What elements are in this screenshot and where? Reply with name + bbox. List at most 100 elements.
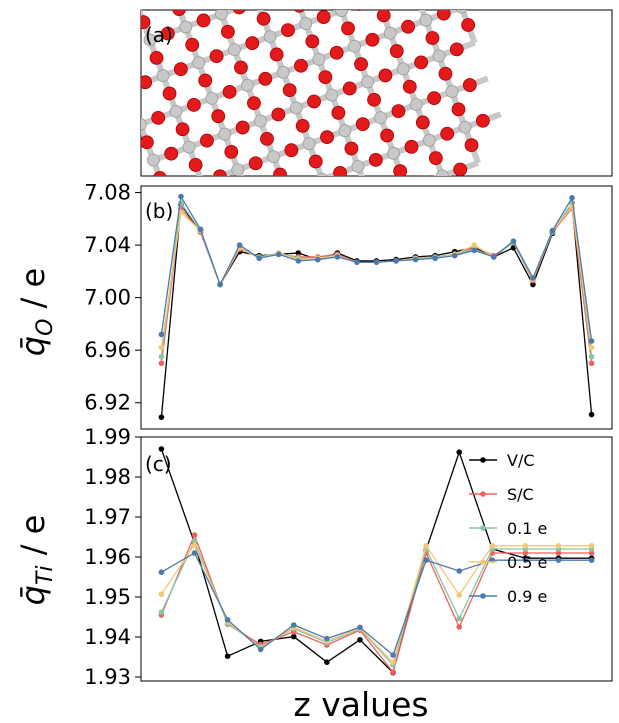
series-line [160,543,592,664]
y-tick-label: 1.96 [84,545,131,569]
data-point [588,411,595,418]
data-point [191,550,198,556]
bond [257,0,293,1]
titanium-atom [214,10,228,21]
data-point [522,543,529,549]
oxygen-atom [355,10,363,11]
titanium-atom [289,101,303,115]
data-point [158,609,165,615]
oxygen-atom [355,117,370,132]
oxygen-atom [316,10,331,24]
oxygen-atom [414,55,429,70]
y-tick-label: 7.08 [84,181,131,205]
legend-swatch-marker [480,525,486,531]
data-point [456,449,463,456]
data-point [471,242,478,248]
panel-c-y-ticks: 1.93 1.94 1.95 1.96 1.97 1.98 1.99 [84,425,141,689]
titanium-atom [179,20,193,34]
titanium-atom [371,0,383,4]
data-point [357,624,363,631]
series-line [161,552,592,657]
legend-entry: V/C [469,451,535,470]
data-point [158,331,165,338]
oxygen-atom [172,10,187,17]
oxygen-atom [401,19,415,34]
oxygen-atom [141,15,151,30]
oxygen-atom [427,91,442,105]
data-point [530,281,536,288]
oxygen-atom [475,113,490,128]
oxygen-atom [151,111,166,125]
data-point [390,669,396,675]
bond [141,117,144,125]
titanium-atom [419,13,433,27]
oxygen-atom [307,94,321,109]
oxygen-atom [391,104,406,119]
oxygen-atom [162,86,177,101]
data-point [290,622,297,628]
data-point [158,360,165,367]
titanium-atom [218,127,232,141]
oxygen-atom [428,151,443,166]
titanium-atom [251,0,263,7]
panel-b-y-ticks: 6.92 6.96 7.00 7.04 7.08 [84,181,141,415]
oxygen-atom [342,81,357,96]
titanium-atom [263,30,277,44]
panel-b: 6.92 6.96 7.00 7.04 7.08 (b) q̄O / e [14,181,613,430]
oxygen-atom [294,58,308,73]
data-point [423,557,429,563]
titanium-atom [435,169,449,176]
series-0-9-e [158,193,595,344]
data-point [522,550,529,556]
bond [341,10,352,14]
data-point [324,635,330,642]
titanium-atom [316,172,328,176]
legend-label: 0.9 e [507,587,547,606]
legend-swatch-marker [480,559,486,565]
data-point [357,637,363,643]
oxygen-atom [413,0,426,9]
data-point [456,568,463,574]
data-point [217,281,223,288]
panel-a-label: (a) [145,23,173,47]
oxygen-atom [284,143,299,158]
data-point [456,592,463,598]
oxygen-atom [245,36,260,51]
oxygen-atom [185,37,200,52]
legend-label: 0.1 e [507,519,547,538]
panel-c: 1.93 1.94 1.95 1.96 1.97 1.98 1.99 (c) q̄Ti / … [14,425,613,689]
oxygen-atom [234,60,248,75]
oxygen-atom [222,84,237,99]
data-point [412,256,419,263]
data-point [588,550,595,556]
oxygen-atom [436,10,451,21]
titanium-atom [338,124,352,138]
titanium-atom [302,137,316,151]
oxygen-atom [247,96,261,111]
titanium-atom [241,78,254,92]
data-point [588,353,595,360]
series-line [160,448,592,674]
y-tick-label: 1.93 [84,665,131,689]
titanium-atom [432,49,446,63]
oxygen-atom [256,11,271,26]
oxygen-atom [175,122,190,137]
titanium-atom [146,153,160,167]
data-point [456,615,463,622]
panel-b-frame [140,185,613,430]
data-point [549,227,556,234]
oxygen-atom [368,152,383,167]
data-point [158,569,165,575]
data-point [191,538,198,544]
oxygen-atom [389,44,404,58]
titanium-atom [131,0,143,10]
oxygen-atom [224,145,239,159]
data-point [456,624,463,630]
oxygen-atom [462,78,477,92]
data-point [295,258,302,264]
oxygen-atom [282,83,297,98]
oxygen-atom [333,165,347,176]
legend-label: 0.5 e [507,553,547,572]
data-point [324,659,330,665]
